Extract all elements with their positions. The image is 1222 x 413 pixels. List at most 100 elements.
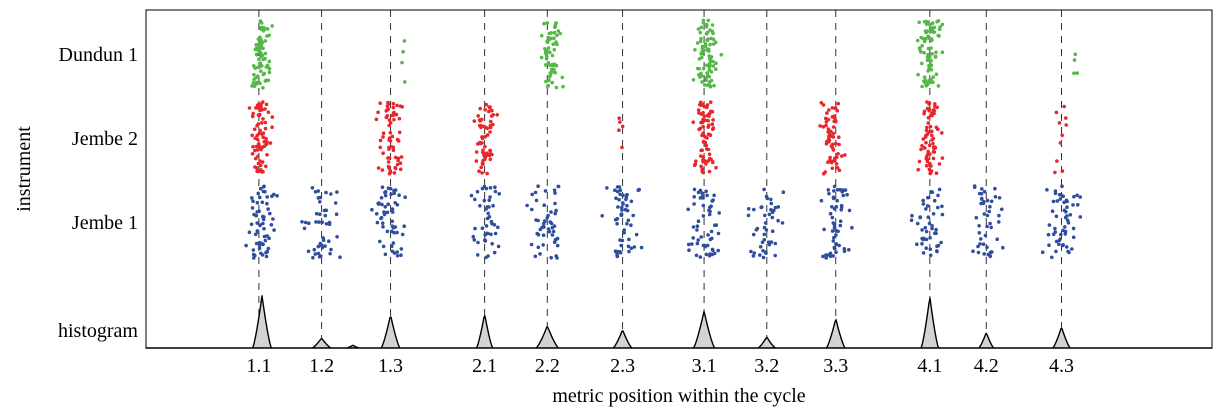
data-point xyxy=(928,161,932,166)
data-point xyxy=(937,162,942,166)
data-point xyxy=(380,185,385,189)
data-point xyxy=(267,70,272,75)
data-point xyxy=(832,235,836,240)
data-point xyxy=(705,71,710,75)
data-point xyxy=(490,242,495,246)
data-point xyxy=(263,120,268,125)
data-point xyxy=(1058,197,1063,201)
data-point xyxy=(716,248,720,253)
data-point xyxy=(249,222,254,227)
data-point xyxy=(555,42,559,47)
data-point xyxy=(1050,255,1054,260)
data-point xyxy=(830,205,834,209)
data-point xyxy=(708,42,712,47)
data-point xyxy=(925,100,929,104)
data-point xyxy=(258,163,263,168)
data-point xyxy=(398,104,403,108)
data-point xyxy=(376,166,381,170)
data-point xyxy=(837,142,841,147)
data-point xyxy=(922,50,926,55)
data-point xyxy=(828,158,832,163)
data-point xyxy=(385,104,390,108)
data-point xyxy=(546,36,551,40)
data-point xyxy=(265,63,270,68)
data-point xyxy=(703,42,708,46)
data-point xyxy=(701,66,706,71)
data-point xyxy=(831,221,836,225)
data-point xyxy=(255,200,260,205)
data-point xyxy=(253,156,258,161)
data-point xyxy=(260,160,265,164)
data-point xyxy=(397,116,402,121)
data-point xyxy=(982,200,986,204)
data-point xyxy=(263,39,268,43)
data-point xyxy=(261,242,265,247)
data-point xyxy=(707,212,712,217)
data-point xyxy=(381,225,385,229)
data-point xyxy=(930,190,935,194)
data-point xyxy=(617,197,621,202)
data-point xyxy=(835,198,839,203)
data-point xyxy=(544,48,548,53)
data-point xyxy=(703,140,708,145)
data-point xyxy=(714,67,718,71)
data-point xyxy=(837,168,842,173)
data-point xyxy=(928,171,932,176)
data-point xyxy=(265,153,269,157)
data-point xyxy=(398,161,403,165)
data-point xyxy=(544,79,548,84)
data-point xyxy=(758,245,763,249)
data-point xyxy=(915,242,919,246)
data-point xyxy=(823,116,828,121)
data-point xyxy=(554,85,559,90)
data-point xyxy=(716,231,721,236)
data-point xyxy=(691,236,695,240)
data-point xyxy=(711,59,715,64)
data-point xyxy=(978,242,982,246)
data-point xyxy=(824,123,828,128)
data-point xyxy=(403,195,408,199)
data-point xyxy=(622,228,626,232)
data-point xyxy=(380,168,385,172)
data-point xyxy=(834,119,838,124)
data-point xyxy=(821,254,825,259)
data-point xyxy=(1060,243,1065,248)
data-point xyxy=(997,220,1001,224)
data-point xyxy=(386,202,391,206)
data-point xyxy=(493,189,498,194)
data-point xyxy=(618,188,623,193)
data-point xyxy=(696,27,701,31)
data-point xyxy=(392,117,396,122)
data-point xyxy=(693,48,697,52)
data-point xyxy=(396,156,401,161)
data-point xyxy=(476,114,481,118)
data-point xyxy=(692,187,697,192)
data-point xyxy=(717,211,721,215)
data-point xyxy=(472,119,477,123)
data-point xyxy=(710,199,714,203)
data-point xyxy=(995,237,999,241)
data-point xyxy=(982,212,987,216)
data-point xyxy=(758,253,762,257)
data-point xyxy=(922,75,927,79)
data-point xyxy=(619,243,623,248)
data-point xyxy=(707,61,712,66)
data-point xyxy=(691,78,696,82)
data-point xyxy=(270,115,275,119)
data-point xyxy=(923,225,928,230)
data-point xyxy=(836,101,840,106)
data-point xyxy=(485,231,489,236)
data-point xyxy=(979,201,983,206)
data-point xyxy=(375,220,380,225)
data-point xyxy=(834,242,839,246)
data-point xyxy=(488,149,493,153)
data-point xyxy=(822,227,826,232)
data-point xyxy=(554,254,558,258)
data-point xyxy=(931,212,936,216)
data-point xyxy=(252,127,257,131)
data-point xyxy=(255,74,260,78)
data-point xyxy=(930,52,934,56)
data-point xyxy=(493,185,497,189)
data-point xyxy=(1068,213,1073,217)
data-point xyxy=(1078,195,1082,199)
